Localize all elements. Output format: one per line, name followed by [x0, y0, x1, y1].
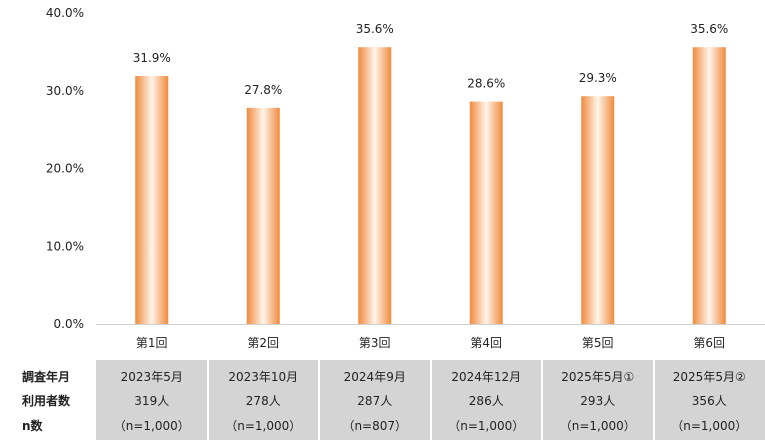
column-divider	[206, 360, 209, 440]
bar	[692, 47, 726, 325]
x-axis: 第1回 第2回 第3回 第4回 第5回 第6回	[96, 324, 765, 350]
sample-size-cell: （n=1,000）	[113, 419, 190, 433]
y-tick-label: 0.0%	[54, 317, 85, 331]
column-divider	[652, 360, 655, 440]
survey-date-cell: 2024年12月	[451, 370, 522, 384]
x-tick-label: 第3回	[359, 336, 391, 350]
x-tick-label: 第1回	[136, 336, 168, 350]
user-count-cell: 319人	[134, 394, 170, 408]
bar	[135, 75, 169, 324]
row-survey-date: 調査年月 2023年5月 2023年10月 2024年9月 2024年12月 2025年…	[0, 364, 765, 390]
sample-size-cell: （n=1,000）	[448, 419, 525, 433]
x-tick-label: 第2回	[247, 336, 279, 350]
survey-info-table: 調査年月 2023年5月 2023年10月 2024年9月 2024年12月 2025年…	[0, 360, 765, 440]
survey-date-cell: 2025年5月①	[561, 370, 635, 384]
y-tick-label: 20.0%	[46, 162, 84, 176]
x-tick-label: 第5回	[582, 336, 614, 350]
y-tick-label: 30.0%	[46, 84, 84, 98]
y-tick-label: 40.0%	[46, 6, 84, 20]
user-count-cell: 356人	[691, 394, 727, 408]
sample-size-cell: （n=1,000）	[559, 419, 636, 433]
data-label: 27.8%	[244, 83, 282, 97]
row-user-count: 利用者数 319人 278人 287人 286人 293人 356人	[0, 388, 765, 414]
bars: 31.9% 27.8% 35.6% 28.6% 29.3% 35.6%	[133, 22, 728, 325]
user-count-cell: 287人	[357, 394, 393, 408]
y-tick-label: 10.0%	[46, 239, 84, 253]
bar	[581, 96, 615, 324]
sample-size-cell: （n=807）	[342, 419, 408, 433]
row-label-user-count: 利用者数	[22, 394, 71, 408]
sample-size-cell: （n=1,000）	[225, 419, 302, 433]
bar	[358, 47, 392, 325]
survey-date-cell: 2023年5月	[120, 370, 183, 384]
row-label-survey-date: 調査年月	[22, 370, 71, 384]
survey-date-cell: 2024年9月	[343, 370, 406, 384]
column-divider	[429, 360, 432, 440]
user-count-cell: 293人	[580, 394, 616, 408]
bar	[469, 101, 503, 324]
survey-date-cell: 2025年5月②	[672, 370, 746, 384]
x-tick-label: 第4回	[470, 336, 502, 350]
data-label: 35.6%	[690, 22, 728, 36]
survey-date-cell: 2023年10月	[228, 370, 299, 384]
x-tick-label: 第6回	[693, 336, 725, 350]
bar	[246, 107, 280, 324]
row-sample-size: n数 （n=1,000） （n=1,000） （n=807） （n=1,000） （n=…	[0, 413, 765, 439]
bar-chart: 0.0% 10.0% 20.0% 30.0% 40.0% 31.9% 27.8% 35.6%…	[46, 6, 765, 350]
data-label: 35.6%	[356, 22, 394, 36]
y-axis: 0.0% 10.0% 20.0% 30.0% 40.0%	[46, 6, 84, 331]
user-count-cell: 278人	[245, 394, 281, 408]
data-label: 31.9%	[133, 51, 171, 65]
sample-size-cell: （n=1,000）	[671, 419, 748, 433]
data-label: 28.6%	[467, 77, 505, 91]
row-label-sample-size: n数	[22, 419, 43, 433]
user-count-cell: 286人	[468, 394, 504, 408]
column-divider	[318, 360, 320, 440]
column-divider	[541, 360, 543, 440]
data-label: 29.3%	[579, 71, 617, 85]
